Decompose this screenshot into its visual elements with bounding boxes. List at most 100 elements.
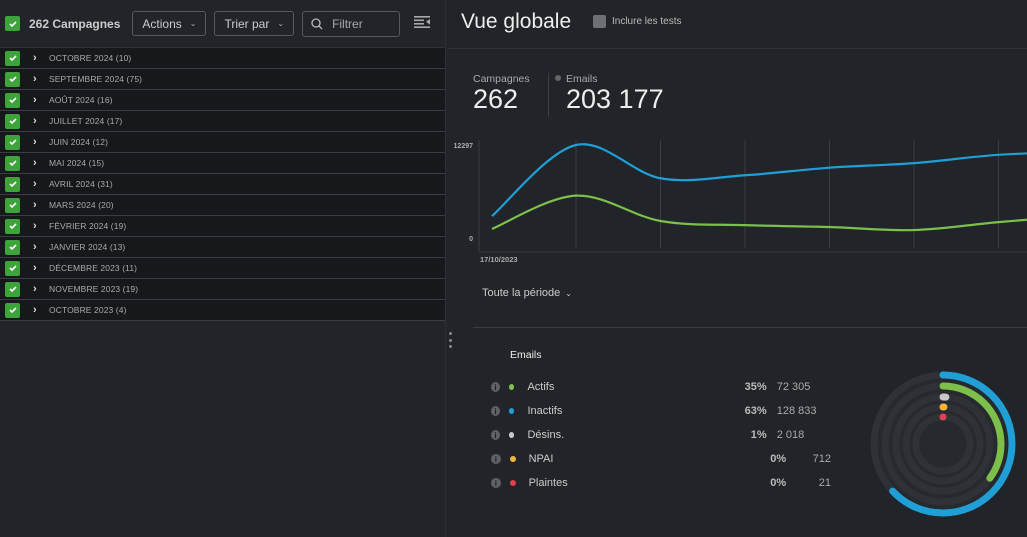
- emails-breakdown-title: Emails: [510, 349, 542, 361]
- legend-dot: [509, 456, 516, 462]
- ring-arc-désins.: [892, 393, 994, 495]
- chevron-right-icon[interactable]: ›: [33, 220, 37, 232]
- check-icon: [8, 118, 17, 125]
- actions-button[interactable]: Actions ⌄: [132, 11, 207, 36]
- chevron-right-icon[interactable]: ›: [33, 136, 37, 148]
- chevron-right-icon[interactable]: ›: [33, 283, 37, 295]
- emails-breakdown-legend: i Actifs 35% 72 305 i Inactifs 63% 128 833 i Dési…: [491, 375, 831, 495]
- group-checkbox[interactable]: [5, 71, 20, 87]
- group-checkbox[interactable]: [5, 302, 20, 318]
- campaign-group-row[interactable]: › AOÛT 2024 (16): [0, 90, 445, 111]
- emails-radial-chart: [870, 371, 1016, 517]
- campaign-group-row[interactable]: › SEPTEMBRE 2024 (75): [0, 69, 445, 90]
- campaign-group-row[interactable]: › FÉVRIER 2024 (19): [0, 216, 445, 237]
- ring-arc-actifs: [881, 382, 1005, 506]
- y-tick-label: 12297: [454, 143, 474, 150]
- campaign-group-row[interactable]: › OCTOBRE 2023 (4): [0, 300, 445, 321]
- sort-label: Trier par: [224, 16, 270, 31]
- check-icon: [8, 307, 17, 314]
- include-tests-label: Inclure les tests: [612, 16, 682, 27]
- chevron-down-icon: ⌄: [565, 289, 572, 298]
- select-all-checkbox[interactable]: [5, 16, 20, 31]
- campaign-sidebar: 262 Campagnes Actions ⌄ Trier par ⌄ Filtre…: [0, 0, 446, 537]
- period-dropdown[interactable]: Toute la période ⌄: [482, 287, 572, 299]
- legend-dot: [509, 384, 515, 390]
- chevron-right-icon[interactable]: ›: [33, 115, 37, 127]
- group-checkbox[interactable]: [5, 134, 20, 150]
- group-label: OCTOBRE 2024 (10): [49, 53, 132, 63]
- checkbox-box[interactable]: [593, 15, 606, 28]
- group-label: JUIN 2024 (12): [49, 137, 109, 147]
- group-checkbox[interactable]: [5, 92, 20, 108]
- collapse-list-icon[interactable]: [414, 15, 431, 28]
- check-icon: [8, 160, 17, 167]
- campaign-group-row[interactable]: › OCTOBRE 2024 (10): [0, 48, 445, 69]
- campaigns-stat: Campagnes 262: [473, 73, 530, 113]
- legend-name: Désins.: [527, 429, 565, 441]
- group-label: NOVEMBRE 2023 (19): [49, 284, 139, 294]
- check-icon: [8, 181, 17, 188]
- info-icon[interactable]: i: [491, 454, 501, 464]
- group-checkbox[interactable]: [5, 50, 20, 66]
- actions-label: Actions: [142, 16, 182, 31]
- info-icon[interactable]: i: [491, 430, 501, 440]
- group-label: OCTOBRE 2023 (4): [49, 305, 127, 315]
- legend-name: Actifs: [527, 381, 555, 393]
- chevron-right-icon[interactable]: ›: [33, 199, 37, 211]
- campaign-group-row[interactable]: › JUIN 2024 (12): [0, 132, 445, 153]
- resize-handle[interactable]: [448, 332, 452, 348]
- check-icon: [8, 20, 17, 27]
- campaign-group-row[interactable]: › JUILLET 2024 (17): [0, 111, 445, 132]
- search-icon: [311, 17, 323, 29]
- chevron-down-icon: ⌄: [189, 19, 197, 28]
- campaign-group-row[interactable]: › MARS 2024 (20): [0, 195, 445, 216]
- campaigns-label: Campagnes: [473, 73, 530, 85]
- group-label: SEPTEMBRE 2024 (75): [49, 74, 143, 84]
- chevron-right-icon[interactable]: ›: [33, 157, 37, 169]
- legend-count: 128 833: [776, 405, 817, 417]
- campaign-group-row[interactable]: › DÉCEMBRE 2023 (11): [0, 258, 445, 279]
- chevron-right-icon[interactable]: ›: [33, 304, 37, 316]
- sort-button[interactable]: Trier par ⌄: [214, 11, 295, 36]
- overview-panel: Vue globale Inclure les tests Campagnes 2…: [447, 0, 1027, 537]
- info-icon[interactable]: [555, 75, 561, 81]
- chevron-right-icon[interactable]: ›: [33, 241, 37, 253]
- filter-input[interactable]: Filtrer: [302, 10, 401, 37]
- period-label: Toute la période: [482, 287, 561, 299]
- campaign-group-row[interactable]: › MAI 2024 (15): [0, 153, 445, 174]
- filter-placeholder: Filtrer: [332, 16, 363, 31]
- campaign-group-row[interactable]: › AVRIL 2024 (31): [0, 174, 445, 195]
- info-icon[interactable]: i: [491, 382, 501, 392]
- legend-count: 2 018: [776, 429, 805, 441]
- sidebar-toolbar: 262 Campagnes Actions ⌄ Trier par ⌄ Filtre…: [0, 0, 445, 48]
- group-checkbox[interactable]: [5, 197, 20, 213]
- chevron-right-icon[interactable]: ›: [33, 73, 37, 85]
- page-title: Vue globale: [461, 10, 572, 33]
- check-icon: [8, 76, 17, 83]
- check-icon: [8, 223, 17, 230]
- info-icon[interactable]: i: [491, 478, 501, 488]
- x-tick-label: 17/10/2023: [480, 255, 518, 264]
- chevron-right-icon[interactable]: ›: [33, 262, 37, 274]
- group-checkbox[interactable]: [5, 176, 20, 192]
- chevron-right-icon[interactable]: ›: [33, 178, 37, 190]
- legend-row: i Inactifs 63% 128 833: [491, 399, 831, 423]
- check-icon: [8, 265, 17, 272]
- group-checkbox[interactable]: [5, 155, 20, 171]
- group-checkbox[interactable]: [5, 281, 20, 297]
- group-checkbox[interactable]: [5, 239, 20, 255]
- campaign-group-row[interactable]: › NOVEMBRE 2023 (19): [0, 279, 445, 300]
- legend-pct: 1%: [750, 429, 767, 441]
- legend-pct: 0%: [770, 453, 787, 465]
- info-icon[interactable]: i: [491, 406, 501, 416]
- campaign-count: 262 Campagnes: [29, 16, 121, 31]
- chevron-right-icon[interactable]: ›: [33, 52, 37, 64]
- campaign-group-row[interactable]: › JANVIER 2024 (13): [0, 237, 445, 258]
- chevron-right-icon[interactable]: ›: [33, 94, 37, 106]
- include-tests-checkbox[interactable]: Inclure les tests: [593, 15, 681, 28]
- series-line-actifs: [491, 194, 1027, 232]
- group-checkbox[interactable]: [5, 260, 20, 276]
- group-label: JANVIER 2024 (13): [49, 242, 126, 252]
- group-checkbox[interactable]: [5, 113, 20, 129]
- group-checkbox[interactable]: [5, 218, 20, 234]
